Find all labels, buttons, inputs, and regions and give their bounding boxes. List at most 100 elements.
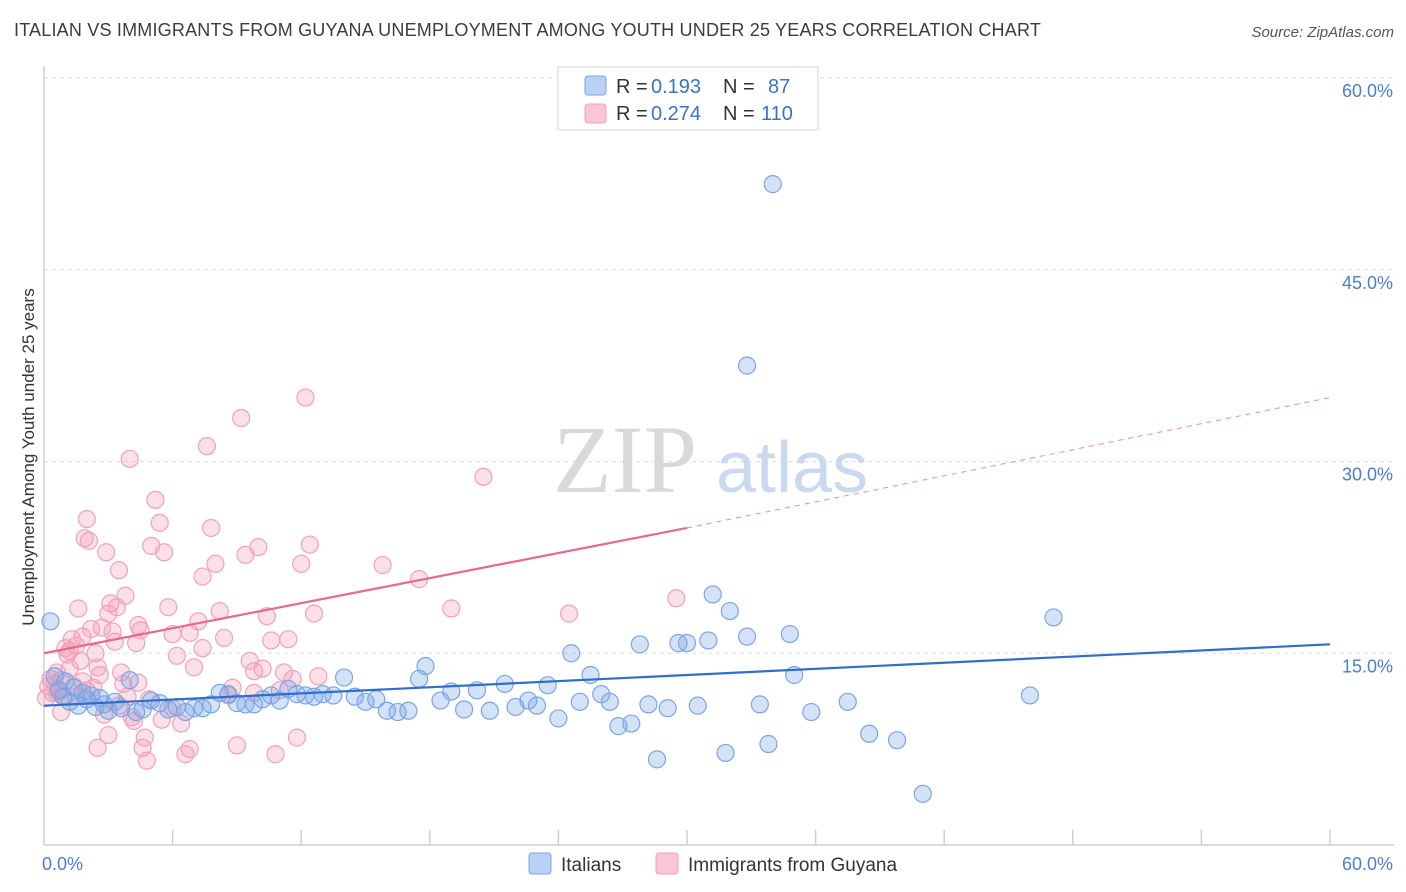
italians-point	[527, 696, 547, 715]
guyana-point	[120, 449, 139, 469]
guyana-point	[137, 751, 156, 770]
guyana-point	[244, 662, 264, 681]
guyana-point	[279, 630, 298, 649]
guyana-point	[77, 509, 96, 529]
legend-n-label: N =	[723, 76, 755, 98]
guyana-points	[37, 388, 686, 770]
chart-title: ITALIAN VS IMMIGRANTS FROM GUYANA UNEMPL…	[14, 20, 1042, 40]
source-credit[interactable]: Source: ZipAtlas.com	[1251, 24, 1394, 41]
y-tick-label: 45.0%	[1342, 273, 1393, 293]
guyana-point	[193, 639, 212, 658]
legend-swatch-guyana	[584, 103, 607, 124]
italians-point	[630, 635, 649, 654]
italians-point	[562, 644, 581, 663]
italians-point	[324, 686, 343, 705]
guyana-point	[150, 513, 169, 532]
x-tick-label-min: 0.0%	[42, 854, 83, 874]
legend-n-label: N =	[723, 103, 755, 125]
italians-point	[45, 667, 64, 686]
guyana-point	[86, 644, 105, 663]
guyana-point	[373, 555, 392, 575]
italians-point	[120, 670, 139, 690]
italians-point	[737, 627, 757, 646]
legend-r-label: R =	[616, 76, 648, 98]
italians-point	[780, 624, 799, 644]
italians-point	[1044, 608, 1063, 627]
guyana-point	[232, 408, 251, 428]
guyana-point	[249, 538, 268, 557]
guyana-point	[90, 665, 109, 685]
y-axis-label: Unemployment Among Youth under 25 years	[19, 288, 38, 625]
guyana-point	[184, 658, 204, 677]
italians-point	[913, 784, 932, 803]
guyana-point	[292, 554, 311, 573]
italians-point	[639, 695, 658, 714]
italians-point	[703, 585, 722, 604]
italians-point	[549, 709, 568, 728]
italians-point	[677, 633, 697, 653]
italians-point	[454, 700, 474, 719]
guyana-point	[69, 599, 88, 618]
italians-point	[176, 702, 195, 722]
guyana-point	[296, 388, 315, 407]
guyana-point	[667, 589, 686, 608]
italians-point	[802, 702, 821, 722]
guyana-point	[300, 535, 319, 554]
guyana-point	[442, 599, 461, 618]
guyana-point	[99, 725, 118, 745]
series-legend: Italians Immigrants from Guyana	[528, 852, 897, 876]
guyana-point	[154, 543, 174, 562]
guyana-point	[206, 554, 225, 573]
legend-r-label: R =	[616, 103, 648, 125]
italians-point	[600, 692, 619, 711]
guyana-point	[109, 561, 129, 580]
italians-point	[480, 701, 499, 720]
italians-point	[688, 696, 707, 715]
guyana-point	[193, 567, 212, 586]
guyana-point	[262, 631, 281, 650]
guyana-point	[135, 728, 154, 747]
guyana-point	[159, 598, 178, 617]
correlation-legend: R = 0.193 N = 87 R = 0.274 N = 110	[557, 66, 819, 131]
italians-point	[860, 724, 879, 743]
guyana-point	[560, 604, 579, 623]
italians-point	[887, 731, 907, 750]
y-tick-labels: 15.0% 30.0% 45.0% 60.0%	[1342, 81, 1393, 676]
trend-lines	[43, 397, 1331, 707]
guyana-point	[214, 628, 234, 648]
guyana-point	[79, 531, 99, 550]
italians-point	[716, 743, 735, 763]
italians-point	[519, 691, 538, 710]
guyana-point	[474, 467, 493, 486]
guyana-point	[172, 714, 191, 733]
legend-r-value: 0.193	[651, 76, 701, 98]
italians-point	[658, 699, 677, 718]
bottom-legend-swatch-italians	[528, 852, 552, 875]
italians-point	[763, 175, 782, 194]
italians-point	[538, 676, 557, 695]
y-tick-label: 30.0%	[1342, 465, 1393, 485]
italians-point	[759, 734, 778, 754]
guyana-trend-line	[43, 526, 688, 655]
guyana-point	[257, 607, 277, 626]
legend-r-value: 0.274	[651, 103, 701, 125]
guyana-point	[227, 736, 246, 755]
guyana-point	[180, 740, 199, 759]
watermark-atlas: atlas	[716, 428, 868, 508]
bottom-legend-italians: Italians	[561, 855, 621, 876]
guyana-point	[266, 745, 285, 764]
bottom-legend-guyana: Immigrants from Guyana	[688, 855, 897, 876]
guyana-point	[116, 586, 135, 605]
guyana-point	[202, 518, 221, 538]
guyana-point	[97, 543, 116, 562]
y-tick-label: 15.0%	[1342, 656, 1393, 676]
italians-point	[345, 687, 364, 706]
italians-point	[64, 678, 84, 697]
watermark-zip: ZIP	[553, 406, 697, 513]
y-tick-label: 60.0%	[1342, 81, 1393, 101]
grid-lines	[44, 77, 1394, 654]
x-tick-label-max: 60.0%	[1342, 854, 1393, 874]
italians-point	[737, 356, 757, 375]
guyana-point	[197, 437, 216, 456]
